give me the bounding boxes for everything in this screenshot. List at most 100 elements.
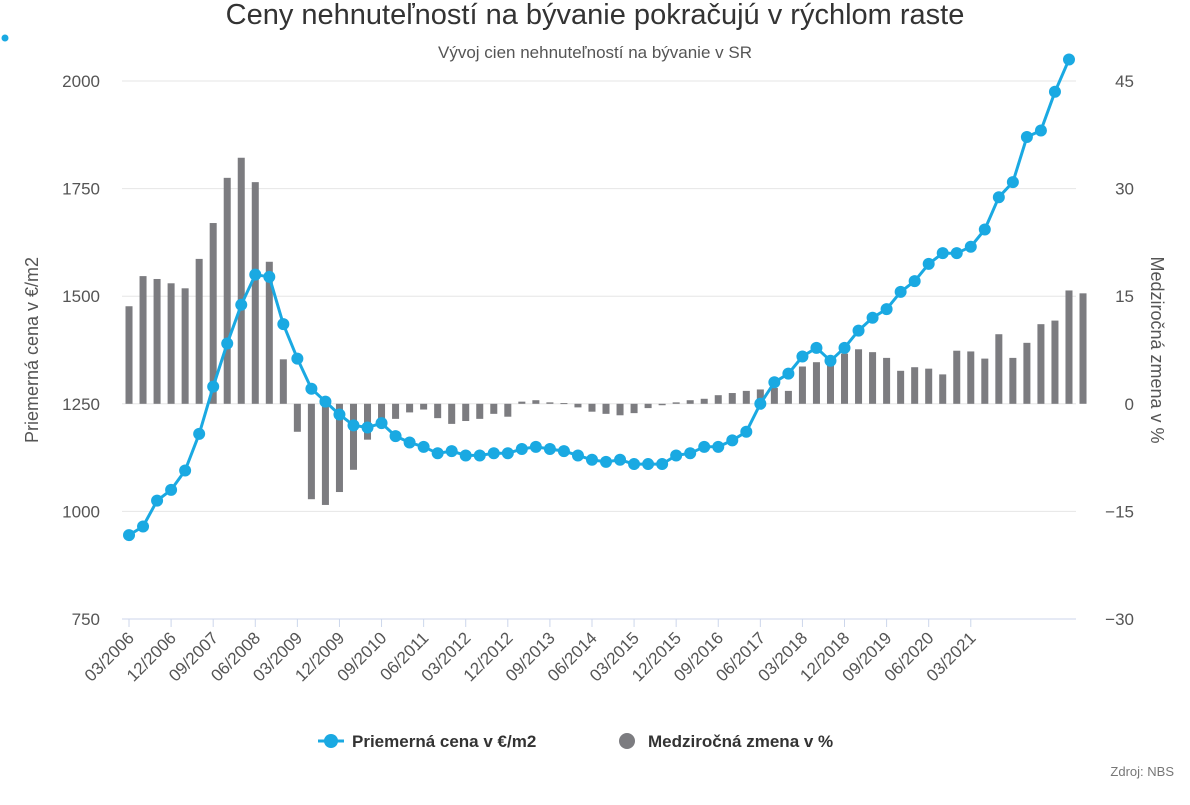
line-point[interactable] [417, 440, 430, 453]
line-point[interactable] [501, 447, 514, 460]
line-point[interactable] [305, 382, 318, 395]
line-point[interactable] [838, 341, 851, 354]
bar[interactable] [658, 403, 666, 406]
line-point[interactable] [670, 449, 683, 462]
bar[interactable] [420, 403, 428, 410]
bar[interactable] [883, 357, 891, 404]
bar[interactable] [756, 389, 764, 404]
line-point[interactable] [992, 191, 1005, 204]
line-point[interactable] [866, 311, 879, 324]
line-point[interactable] [810, 341, 823, 354]
line-point[interactable] [291, 352, 304, 365]
bar[interactable] [237, 157, 245, 404]
line-point[interactable] [347, 419, 360, 432]
bar[interactable] [293, 403, 301, 432]
line-point[interactable] [193, 427, 206, 440]
line-point[interactable] [1048, 85, 1061, 98]
bar[interactable] [532, 400, 540, 404]
line-point[interactable] [852, 324, 865, 337]
bar[interactable] [784, 390, 792, 404]
line-point[interactable] [684, 447, 697, 460]
line-point[interactable] [922, 257, 935, 270]
bar[interactable] [869, 352, 877, 404]
bar[interactable] [139, 276, 147, 404]
line-point[interactable] [333, 408, 346, 421]
bar[interactable] [307, 403, 315, 500]
bar[interactable] [504, 403, 512, 417]
line-point[interactable] [824, 354, 837, 367]
line-point[interactable] [796, 350, 809, 363]
line-point[interactable] [614, 453, 627, 466]
bar[interactable] [335, 403, 343, 493]
line-point[interactable] [936, 247, 949, 260]
line-point[interactable] [908, 275, 921, 288]
line-point[interactable] [137, 520, 150, 533]
bar[interactable] [812, 362, 820, 404]
line-point[interactable] [431, 447, 444, 460]
bar[interactable] [223, 177, 231, 404]
line-point[interactable] [319, 395, 332, 408]
bar[interactable] [448, 403, 456, 424]
line-point[interactable] [487, 447, 500, 460]
line-point[interactable] [754, 397, 767, 410]
line-point[interactable] [1034, 124, 1047, 137]
bar[interactable] [462, 403, 470, 422]
bar[interactable] [265, 261, 273, 404]
legend-item-change[interactable]: Medziročná zmena v % [619, 732, 833, 751]
bar[interactable] [644, 403, 652, 409]
line-point[interactable] [656, 458, 669, 471]
line-point[interactable] [698, 440, 711, 453]
line-point[interactable] [557, 445, 570, 458]
line-point[interactable] [249, 268, 262, 281]
bar[interactable] [742, 390, 750, 404]
bar[interactable] [1009, 357, 1017, 404]
bar[interactable] [195, 258, 203, 404]
line-point[interactable] [263, 270, 276, 283]
line-point[interactable] [375, 417, 388, 430]
line-point[interactable] [740, 425, 753, 438]
bar[interactable] [1065, 290, 1073, 404]
bar[interactable] [1051, 320, 1059, 404]
line-point[interactable] [642, 458, 655, 471]
bar[interactable] [490, 403, 498, 414]
bar[interactable] [616, 403, 624, 416]
line-point[interactable] [964, 240, 977, 253]
bar[interactable] [1037, 324, 1045, 404]
bar[interactable] [251, 182, 259, 404]
line-point[interactable] [221, 337, 234, 350]
line-point[interactable] [571, 449, 584, 462]
bar[interactable] [279, 359, 287, 404]
bar[interactable] [728, 393, 736, 404]
line-point[interactable] [165, 483, 178, 496]
bar[interactable] [700, 398, 708, 404]
bar[interactable] [897, 370, 905, 404]
line-point[interactable] [473, 449, 486, 462]
line-point[interactable] [361, 421, 374, 434]
line-point[interactable] [950, 247, 963, 260]
line-point[interactable] [543, 442, 556, 455]
bar[interactable] [434, 403, 442, 419]
bar[interactable] [574, 403, 582, 408]
bar[interactable] [518, 401, 526, 404]
bar[interactable] [995, 334, 1003, 404]
line-point[interactable] [1062, 53, 1075, 66]
bar[interactable] [181, 288, 189, 404]
bar[interactable] [349, 403, 357, 470]
line-point[interactable] [235, 298, 248, 311]
bar[interactable] [841, 353, 849, 404]
bar[interactable] [1023, 342, 1031, 404]
bar[interactable] [560, 403, 568, 405]
bar[interactable] [546, 402, 554, 404]
line-point[interactable] [880, 303, 893, 316]
line-point[interactable] [894, 285, 907, 298]
menu-dot-icon[interactable] [1, 34, 9, 42]
bar[interactable] [672, 402, 680, 404]
bar[interactable] [770, 388, 778, 404]
line-point[interactable] [600, 455, 613, 468]
line-point[interactable] [782, 367, 795, 380]
line-point[interactable] [628, 458, 641, 471]
line-point[interactable] [151, 494, 164, 507]
bar[interactable] [981, 358, 989, 404]
bar[interactable] [321, 403, 329, 505]
bar[interactable] [798, 366, 806, 404]
